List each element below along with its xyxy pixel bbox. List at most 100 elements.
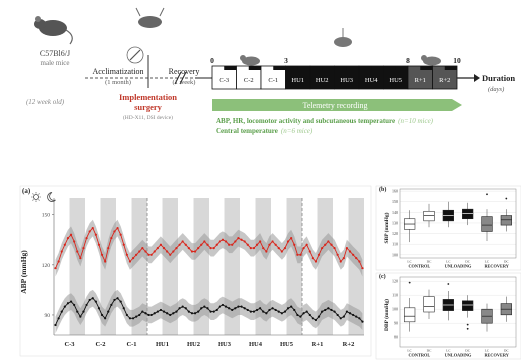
series-point-1	[324, 308, 327, 312]
series-point-0	[218, 240, 221, 243]
series-point-1	[82, 310, 85, 313]
series-point-0	[361, 267, 364, 270]
series-point-0	[178, 243, 181, 246]
phase-label: DC	[504, 349, 510, 353]
series-band-0	[55, 219, 363, 277]
measure-line2-text: Central temperature	[216, 127, 278, 135]
period-label: HU1	[291, 77, 304, 84]
series-point-0	[169, 253, 172, 256]
panel-c-frame	[375, 272, 521, 360]
series-point-1	[141, 310, 144, 313]
series-point-0	[206, 243, 209, 246]
series-point-0	[69, 233, 73, 236]
series-point-0	[116, 226, 119, 230]
series-point-0	[113, 230, 116, 233]
series-point-0	[147, 253, 150, 256]
outlier	[486, 193, 488, 196]
period-label: C-1	[268, 77, 278, 84]
x-tick-label: HU5	[280, 341, 294, 348]
y-tick-label: 120	[392, 231, 398, 236]
telemetry-bar	[212, 99, 462, 111]
phase-label: DC	[427, 349, 433, 353]
series-point-1	[305, 310, 308, 313]
series-point-1	[296, 313, 299, 317]
series-point-0	[330, 243, 333, 246]
series-point-1	[144, 312, 147, 315]
y-tick-label: 100	[392, 252, 398, 257]
series-point-1	[197, 310, 200, 313]
phase-label: DC	[465, 349, 471, 353]
period-label: R+2	[439, 77, 450, 84]
series-point-0	[94, 233, 97, 236]
night-phase-marker	[395, 66, 408, 70]
group-label: UNLOADING	[445, 353, 472, 358]
series-point-0	[246, 243, 249, 246]
series-point-0	[262, 247, 265, 250]
series-point-0	[228, 243, 231, 246]
y-tick-label: 90	[394, 321, 398, 326]
series-point-0	[348, 250, 352, 253]
series-point-0	[274, 243, 277, 246]
night-phase-marker	[371, 66, 384, 70]
panel-c-label: (c)	[379, 273, 386, 280]
x-tick-label: C-2	[95, 341, 105, 348]
series-point-0	[66, 236, 70, 240]
series-point-0	[215, 243, 218, 246]
series-point-1	[190, 312, 194, 315]
series-point-1	[293, 308, 296, 312]
series-point-0	[181, 240, 184, 243]
y-tick-label: 160	[392, 189, 398, 194]
series-point-0	[63, 243, 66, 246]
y-tick-label: 150	[42, 213, 51, 219]
series-point-0	[345, 247, 349, 250]
surgery-label-line1: Implementation	[119, 92, 177, 102]
series-point-0	[54, 267, 57, 270]
series-point-1	[162, 310, 166, 313]
series-band-1	[55, 289, 363, 334]
x-tick-label: HU4	[249, 341, 263, 348]
series-point-0	[277, 247, 280, 250]
box	[481, 216, 493, 232]
day-tick-3: 3	[284, 56, 288, 65]
series-point-1	[66, 302, 70, 305]
series-point-1	[231, 308, 234, 312]
x-tick-label: C-1	[126, 341, 136, 348]
series-point-1	[342, 315, 345, 318]
control-mouse-icon	[240, 55, 260, 66]
series-point-0	[184, 243, 187, 246]
series-point-1	[321, 310, 324, 313]
period-label: C-2	[244, 77, 254, 84]
series-point-0	[156, 247, 159, 250]
plot-border	[399, 276, 517, 348]
box	[423, 296, 435, 313]
series-point-0	[321, 247, 324, 250]
y-tick-label: 90	[45, 313, 51, 319]
series-point-1	[131, 317, 135, 320]
series-point-1	[355, 315, 358, 318]
series-point-1	[268, 308, 271, 312]
series-point-0	[110, 236, 113, 240]
y-tick-label: 120	[392, 279, 398, 284]
series-point-1	[345, 310, 349, 313]
series-point-1	[228, 307, 231, 310]
night-phase-marker	[346, 66, 359, 70]
night-phase-marker	[273, 66, 286, 70]
series-point-0	[280, 250, 283, 253]
series-point-1	[57, 317, 60, 320]
series-point-0	[79, 257, 82, 260]
series-point-0	[144, 250, 147, 253]
series-point-1	[252, 310, 256, 313]
series-point-0	[299, 253, 302, 256]
series-point-1	[352, 313, 355, 317]
series-point-0	[231, 243, 234, 246]
night-phase-marker	[297, 66, 310, 70]
outlier	[447, 283, 450, 285]
day-tick-0: 0	[210, 56, 214, 65]
moon-icon	[47, 192, 56, 202]
phase-label: LC	[485, 260, 490, 264]
group-label: CONTROL	[408, 353, 430, 358]
strain-label: C57Bl6/J	[40, 49, 70, 58]
series-point-0	[57, 260, 60, 263]
series-point-1	[147, 313, 150, 317]
series-point-1	[113, 298, 116, 302]
